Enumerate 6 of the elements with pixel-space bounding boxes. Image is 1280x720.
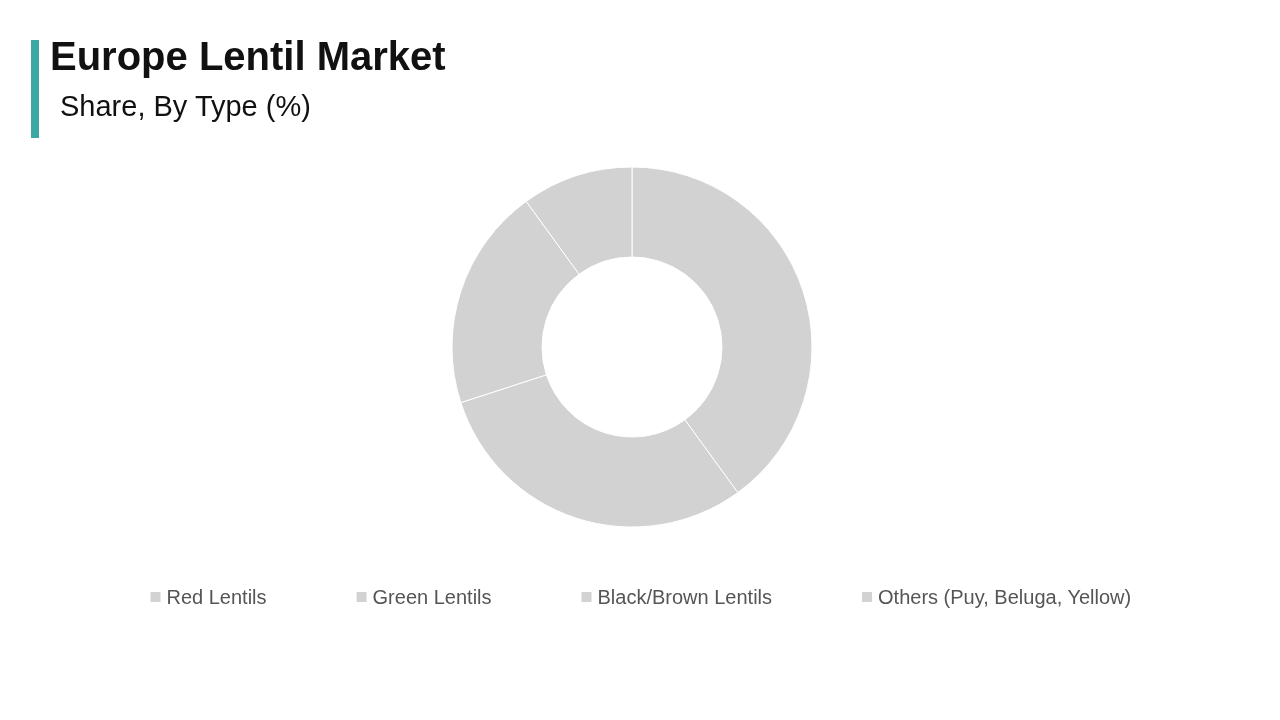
legend-label: Others (Puy, Beluga, Yellow) <box>878 586 1132 608</box>
legend-label: Black/Brown Lentils <box>597 586 773 608</box>
chart-title: Europe Lentil Market <box>50 34 446 79</box>
legend-label: Green Lentils <box>372 586 492 608</box>
legend-label: Red Lentils <box>166 586 267 608</box>
chart-subtitle: Share, By Type (%) <box>60 90 311 123</box>
